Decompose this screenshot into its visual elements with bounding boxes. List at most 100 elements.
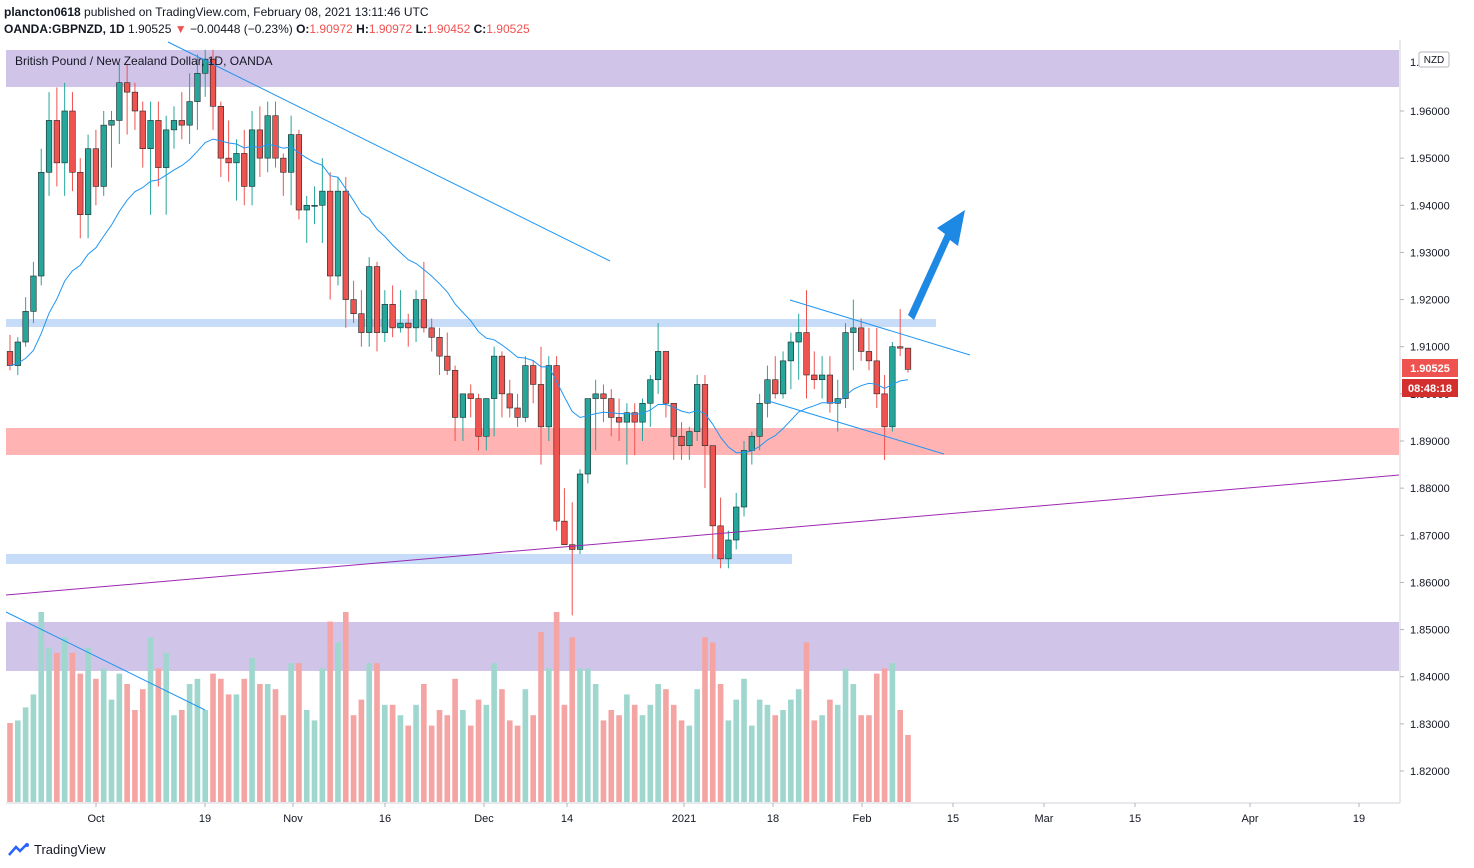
candle-body	[147, 120, 154, 150]
price-tick-label: 1.85000	[1410, 625, 1450, 637]
volume-bar	[257, 684, 263, 802]
candle-body	[514, 407, 521, 418]
volume-bar	[272, 689, 279, 802]
candle-body	[678, 435, 685, 447]
candle-body	[506, 393, 513, 409]
volume-bar	[655, 684, 661, 802]
volume-bar	[553, 612, 560, 802]
candle-body	[69, 110, 76, 173]
volume-bar	[54, 652, 60, 802]
volume-bar	[194, 678, 201, 802]
volume-bar	[749, 725, 755, 802]
last-price-tag: 1.90525 08:48:18	[1402, 359, 1458, 397]
time-tick-label: Mar	[1035, 813, 1054, 825]
candle-body	[428, 327, 435, 338]
candle-body	[272, 115, 279, 159]
candle-body	[655, 351, 662, 381]
candle-body	[366, 266, 373, 333]
candle-body	[155, 120, 162, 168]
candle-body	[233, 153, 240, 164]
volume-bar	[93, 678, 99, 802]
candle-body	[686, 431, 693, 447]
volume-bar	[475, 699, 482, 802]
candle-body	[889, 346, 896, 428]
price-tick-label: 1.86000	[1410, 577, 1450, 589]
volume-bar	[171, 715, 177, 802]
volume-bar	[202, 710, 209, 802]
candle-body	[740, 450, 748, 508]
candle-body	[131, 91, 139, 112]
open-label: O:	[296, 22, 310, 36]
candle-body	[623, 412, 630, 423]
publish-info: plancton0618 published on TradingView.co…	[4, 5, 428, 19]
trend-line-lower-left[interactable]	[5, 611, 206, 711]
candle-body	[733, 506, 740, 541]
volume-bar	[819, 715, 825, 802]
last-price-label: 1.90525	[1410, 363, 1450, 375]
candle-body	[178, 120, 185, 126]
down-arrow-icon: ▼	[174, 22, 187, 36]
rising-trend-line[interactable]	[5, 474, 1400, 596]
volume-bar	[311, 720, 318, 802]
volume-bar	[709, 642, 716, 802]
price-tick-label: 1.92000	[1410, 295, 1450, 307]
candle-body	[420, 299, 427, 329]
volume-bar	[319, 668, 326, 802]
brand-name: TradingView	[34, 842, 106, 857]
volume-bar	[249, 658, 255, 802]
volume-bar	[827, 699, 833, 802]
candle-body	[194, 72, 201, 102]
symbol-label: OANDA:GBPNZD, 1D	[4, 22, 125, 36]
time-tick-label: 19	[199, 813, 211, 825]
candle-body	[45, 120, 53, 173]
volume-bar	[663, 689, 669, 802]
candle-body	[537, 384, 545, 428]
volume-bar	[803, 642, 810, 802]
level-band-lower	[6, 554, 792, 564]
volume-bar	[342, 612, 349, 802]
channel-top-line[interactable]	[789, 299, 971, 356]
time-tick-label: 15	[1129, 813, 1141, 825]
price-tick-label: 1.96000	[1410, 106, 1450, 118]
volume-bar	[616, 715, 622, 802]
candle-body	[451, 369, 459, 418]
candle-body	[787, 341, 794, 362]
price-axis[interactable]: 1.96000 1.95000 1.94000 1.93000 1.92000 1.910…	[1400, 57, 1450, 778]
volume-bar	[624, 694, 630, 802]
volume-bar	[335, 642, 341, 802]
candle-body	[108, 120, 115, 126]
candle-body	[491, 355, 498, 399]
channel-bottom-line[interactable]	[764, 399, 945, 455]
candle-body	[639, 402, 646, 423]
volume-bar	[116, 673, 123, 802]
volume-bar	[124, 684, 130, 802]
volume-bar	[38, 612, 45, 802]
volume-bar	[100, 668, 107, 802]
currency-badge: NZD	[1418, 51, 1450, 68]
candle-body	[662, 351, 670, 404]
candle-body	[826, 374, 834, 404]
candle-body	[647, 379, 654, 404]
countdown-label: 08:48:18	[1408, 383, 1452, 395]
author-name[interactable]: plancton0618	[4, 5, 81, 19]
volume-bar	[210, 673, 216, 802]
volume-bar	[108, 699, 115, 802]
volume-bar	[764, 704, 771, 802]
candle-body	[217, 105, 224, 159]
volume-bar	[491, 663, 497, 802]
volume-bar	[413, 704, 419, 802]
candle-body	[209, 58, 217, 107]
bullish-arrow-icon[interactable]	[908, 210, 965, 320]
downtrend-line[interactable]	[167, 41, 611, 262]
open-value: 1.90972	[309, 22, 353, 36]
time-axis[interactable]: Oct 19 Nov 16 Dec 14 2021 18 Feb 15 Mar 15 Apr 19	[87, 803, 1365, 825]
volume-bar	[14, 720, 21, 802]
volume-bars	[7, 612, 911, 802]
price-tick-label: 1.84000	[1410, 672, 1450, 684]
volume-bar	[725, 720, 732, 802]
volume-bar	[889, 663, 896, 802]
volume-bar	[85, 647, 91, 802]
candle-body	[405, 322, 412, 329]
candle-body	[717, 525, 724, 560]
